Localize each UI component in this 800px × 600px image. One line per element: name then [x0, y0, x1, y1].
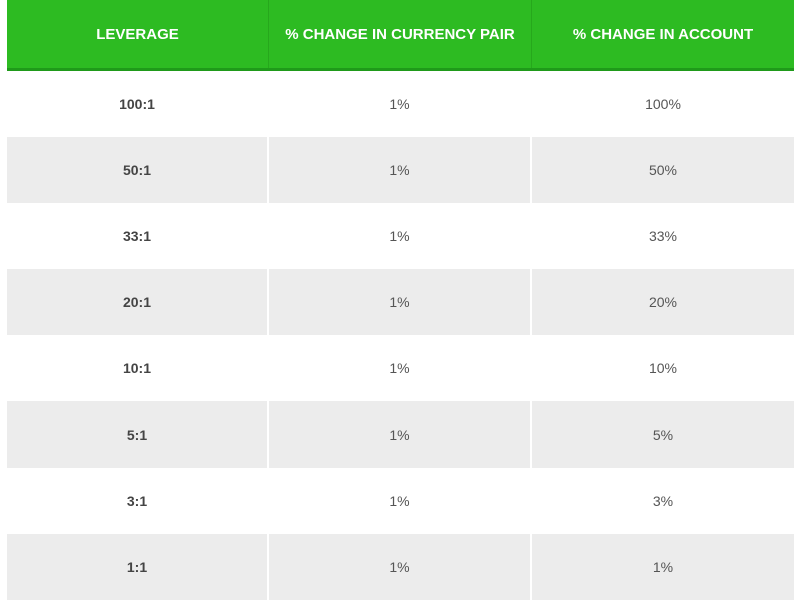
table-cell: 1%	[269, 203, 532, 270]
table-cell: 33:1	[7, 203, 269, 270]
table-cell: 1:1	[7, 533, 269, 600]
table-cell: 1%	[269, 467, 532, 534]
table-cell: 20%	[648, 294, 678, 311]
table-cell: 5%	[652, 426, 674, 443]
table-row: 10:1 1% 10%	[7, 335, 794, 402]
table-cell: 3:1	[7, 467, 269, 534]
table-cell: 1%	[269, 401, 532, 468]
table-row: 5:1 1% 5%	[7, 401, 794, 468]
leverage-table: LEVERAGE% CHANGE IN CURRENCY PAIR % CHANG…	[7, 0, 794, 600]
header-cell: % CHANGE IN ACCOUNT	[572, 25, 754, 43]
table-cell: 100:1	[7, 71, 269, 138]
table-cell: 3%	[652, 492, 674, 509]
table-row: 3:1 1% 3%	[7, 467, 794, 534]
table-cell: 1%	[269, 137, 532, 204]
table-row: 33:1 1% 33%	[7, 203, 794, 270]
table-cell: 1%	[269, 335, 532, 402]
table-row: 20:1 1% 20%	[7, 269, 794, 336]
table-cell: 10%	[648, 360, 678, 377]
header-cell: % CHANGE IN CURRENCY PAIR	[269, 0, 532, 68]
table-header: LEVERAGE% CHANGE IN CURRENCY PAIR % CHANG…	[7, 0, 794, 71]
table-cell: 1%	[652, 558, 674, 575]
table-cell: 1%	[269, 269, 532, 336]
header-cell: LEVERAGE	[7, 0, 269, 68]
table-cell: 1%	[269, 533, 532, 600]
table-cell: 1%	[269, 71, 532, 138]
table-cell: 5:1	[7, 401, 269, 468]
table-row: 100:1 1% 100%	[7, 71, 794, 138]
table-cell: 50:1	[7, 137, 269, 204]
table-row: 50:1 1% 50%	[7, 137, 794, 204]
table-cell: 100%	[645, 96, 681, 113]
table-cell: 33%	[648, 228, 678, 245]
table-cell: 50%	[648, 162, 678, 179]
table-cell: 20:1	[7, 269, 269, 336]
table-row: 1:1 1% 1%	[7, 533, 794, 600]
table-cell: 10:1	[7, 335, 269, 402]
